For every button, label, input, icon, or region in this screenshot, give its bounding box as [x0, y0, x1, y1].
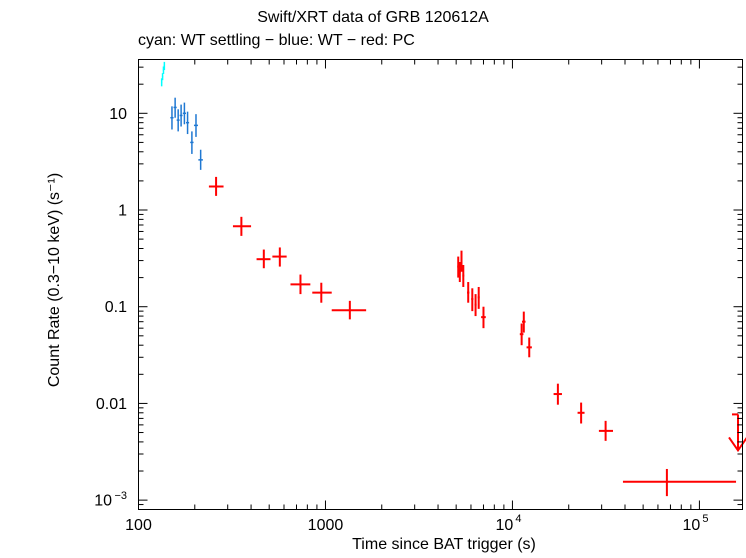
data-point — [173, 97, 177, 118]
data-point — [460, 250, 463, 272]
data-point — [160, 78, 163, 87]
chart-subtitle: cyan: WT settling − blue: WT − red: PC — [138, 32, 415, 49]
x-tick-label: 1000 — [308, 517, 344, 534]
y-tick-label: 1 — [118, 203, 127, 220]
data-point — [577, 402, 585, 424]
data-point — [179, 104, 183, 127]
upper-limit — [728, 413, 746, 453]
data-point — [481, 306, 486, 329]
data-point — [331, 300, 367, 320]
data-point — [208, 176, 224, 196]
data-point — [182, 102, 187, 125]
series-pc — [208, 176, 737, 497]
x-tick-label: 10 — [496, 517, 514, 534]
data-point — [598, 420, 613, 441]
down-arrow-icon — [728, 436, 746, 453]
data-point — [519, 323, 524, 346]
data-point — [198, 149, 203, 170]
x-tick-exponent: 4 — [515, 513, 521, 525]
data-point — [190, 131, 194, 154]
y-tick-label: 0.01 — [96, 396, 127, 413]
data-point — [290, 274, 311, 295]
x-tick-exponent: 5 — [702, 513, 708, 525]
data-point — [622, 468, 737, 497]
data-point — [193, 114, 198, 137]
data-point — [186, 111, 190, 135]
data-point — [256, 249, 271, 269]
x-tick-label: 100 — [125, 517, 152, 534]
x-tick-label: 10 — [683, 517, 701, 534]
data-point — [462, 264, 465, 287]
y-tick-label: 10 — [94, 493, 112, 510]
data-point — [522, 311, 526, 333]
data-point — [312, 282, 332, 303]
data-point — [471, 288, 474, 312]
data-point — [161, 73, 164, 81]
data-point — [477, 286, 480, 309]
chart-title: Swift/XRT data of GRB 120612A — [257, 9, 489, 26]
data-point — [467, 282, 470, 303]
data-point — [474, 294, 477, 317]
data-point — [176, 109, 180, 132]
y-tick-exponent: −3 — [114, 490, 127, 502]
y-tick-label: 10 — [109, 106, 127, 123]
data-point — [232, 216, 252, 236]
series-pc-upper-limit — [728, 413, 746, 453]
plot-frame — [138, 59, 743, 510]
data-point — [526, 337, 532, 358]
y-tick-label: 0.1 — [105, 299, 127, 316]
data-point — [163, 61, 166, 71]
data-point — [553, 383, 562, 405]
data-point — [272, 247, 287, 267]
data-point — [170, 106, 174, 130]
data-point — [458, 261, 461, 283]
series-wt-settling — [160, 61, 166, 87]
x-axis-label: Time since BAT trigger (s) — [352, 536, 536, 553]
series-wt — [170, 97, 203, 170]
